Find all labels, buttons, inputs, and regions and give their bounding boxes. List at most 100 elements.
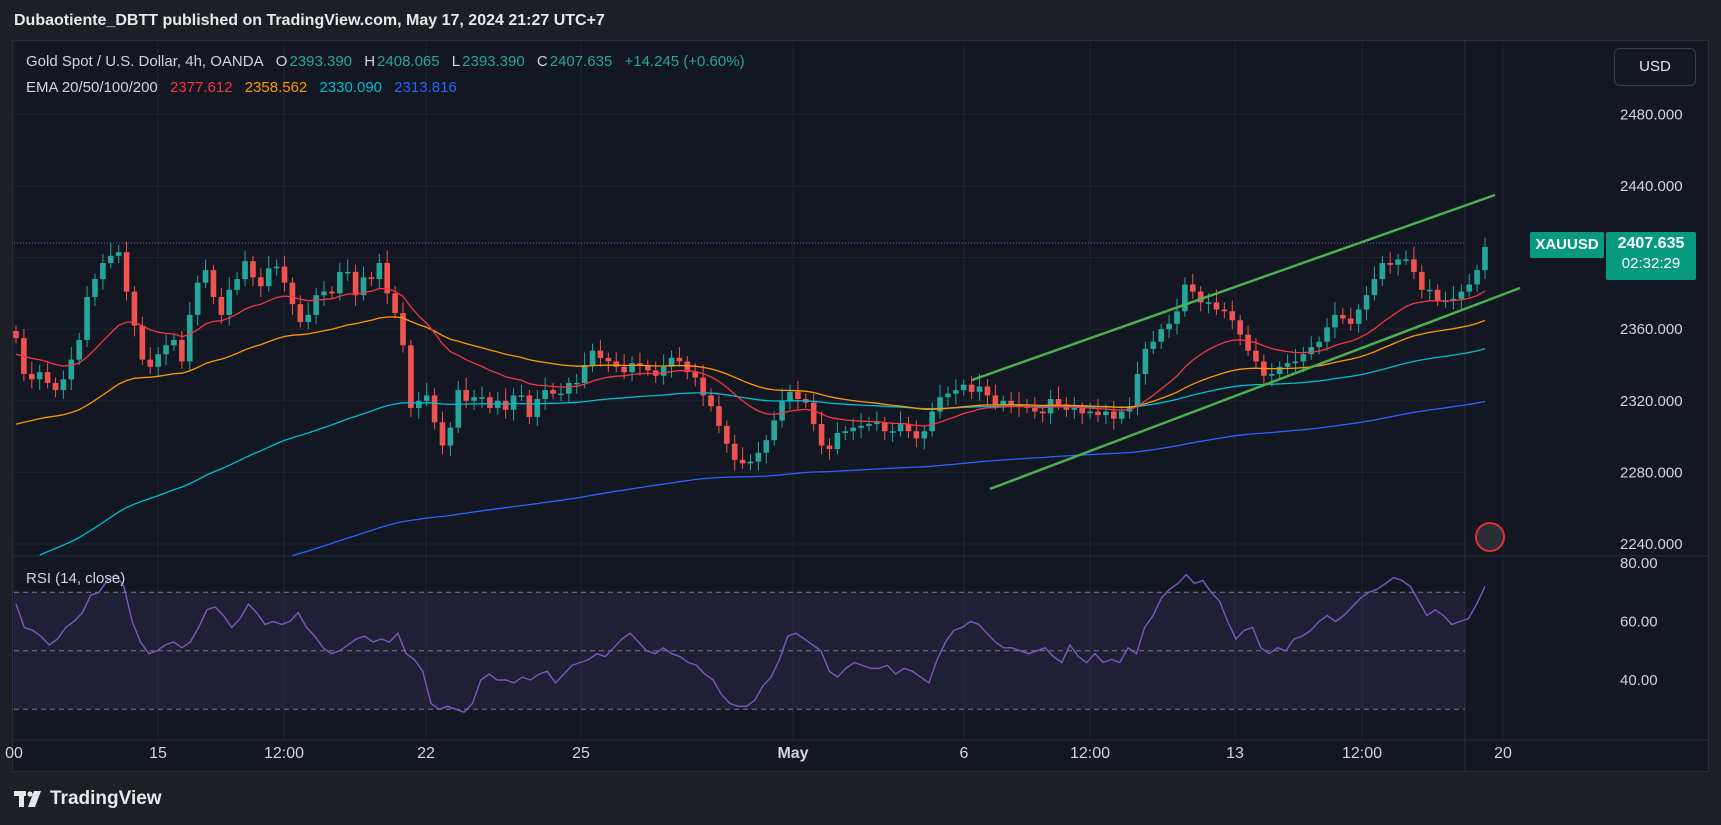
price-tick-label: 2360.000: [1620, 321, 1683, 338]
close-label: C: [536, 53, 548, 70]
candle-body: [68, 359, 75, 380]
candle-body: [566, 382, 572, 394]
candle-body: [60, 379, 67, 391]
candle-body: [953, 390, 959, 394]
rsi-line: [15, 573, 1486, 714]
candle-body: [1000, 400, 1007, 405]
us-flag-event-icon[interactable]: [1475, 522, 1505, 552]
candle-body: [471, 397, 477, 401]
candle-body: [881, 422, 888, 432]
candle-body: [258, 277, 264, 287]
candle-body: [281, 266, 288, 283]
candle-body: [589, 350, 596, 365]
candle-body: [329, 291, 335, 294]
ema-label: EMA 20/50/100/200: [26, 79, 158, 96]
candle-body: [1379, 262, 1386, 280]
candle-body: [376, 262, 383, 280]
candle-body: [155, 354, 161, 367]
ema200-line: [292, 400, 1486, 557]
candle-body: [1126, 406, 1133, 412]
candle-body: [1008, 400, 1014, 405]
candle-body: [1268, 373, 1275, 376]
candle-body: [123, 252, 130, 292]
symbol-title: Gold Spot / U.S. Dollar, 4h, OANDA: [26, 53, 264, 70]
time-tick-label: 15: [149, 745, 167, 762]
candle-body: [818, 424, 825, 446]
candle-body: [1111, 411, 1117, 419]
symbol-tag: XAUUSD: [1530, 232, 1604, 258]
candle-body: [945, 393, 951, 398]
chart-frame[interactable]: [12, 40, 1709, 772]
candle-body: [921, 431, 928, 439]
candle-body: [826, 445, 833, 450]
candle-body: [731, 443, 738, 460]
ema50-line: [15, 316, 1486, 425]
candle-body: [44, 372, 51, 383]
candle-body: [724, 425, 730, 444]
low-label: L: [451, 53, 461, 70]
candle-body: [605, 357, 612, 362]
candle-body: [573, 382, 580, 385]
candle-body: [645, 365, 651, 371]
candle-body: [1237, 320, 1243, 335]
candle-body: [787, 391, 793, 401]
candle-body: [700, 377, 706, 396]
candle-body: [1032, 407, 1038, 412]
candle-body: [676, 357, 683, 362]
candle-body: [810, 402, 817, 425]
candle-body: [1150, 341, 1157, 349]
candle-body: [1134, 373, 1141, 407]
open-label: O: [275, 53, 288, 70]
candle-body: [905, 424, 912, 432]
candle-body: [1166, 323, 1172, 330]
candle-body: [1395, 259, 1401, 265]
candle-body: [321, 291, 327, 296]
candle-body: [455, 390, 462, 428]
candle-body: [1419, 271, 1425, 290]
candle-body: [265, 268, 272, 287]
candle-body: [1245, 334, 1251, 351]
ema100-value: 2330.090: [319, 79, 383, 96]
time-tick-label: 13: [1226, 745, 1244, 762]
candle-body: [84, 296, 90, 340]
candle-body: [352, 271, 359, 296]
change-value: +14.245 (+0.60%): [624, 53, 745, 70]
candle-body: [1316, 341, 1322, 348]
candle-body: [234, 279, 240, 290]
candle-body: [613, 361, 620, 367]
price-tick-label: 2280.000: [1620, 464, 1683, 481]
time-tick-label: 00: [5, 745, 23, 762]
candle-body: [52, 382, 59, 391]
candle-body: [763, 440, 770, 453]
candle-body: [1371, 279, 1378, 296]
candle-body: [897, 424, 904, 432]
ema20-line: [15, 287, 1486, 427]
candle-body: [597, 350, 604, 358]
candle-body: [629, 363, 635, 373]
candle-body: [1182, 284, 1188, 312]
candle-body: [779, 400, 785, 421]
time-tick-label: May: [777, 745, 808, 762]
candle-body: [1482, 246, 1488, 271]
price-tick-label: 2440.000: [1620, 178, 1683, 195]
candle-body: [463, 390, 469, 401]
tradingview-logo-icon: [14, 791, 41, 807]
close-value: 2407.635: [549, 53, 613, 70]
candle-body: [1276, 366, 1283, 374]
ohlc-legend: Gold Spot / U.S. Dollar, 4h, OANDA O 2393…: [26, 53, 747, 70]
candle-body: [1434, 289, 1441, 301]
currency-button[interactable]: USD: [1614, 48, 1696, 86]
candle-body: [637, 363, 643, 365]
candle-body: [866, 424, 872, 426]
candle-body: [739, 459, 746, 464]
time-tick-label: 12:00: [264, 745, 304, 762]
candle-body: [107, 255, 114, 263]
ema-legend: EMA 20/50/100/200 2377.612 2358.562 2330…: [26, 79, 459, 96]
candle-body: [1387, 262, 1394, 265]
candle-body: [984, 386, 991, 396]
candle-body: [408, 345, 414, 408]
candle-body: [202, 270, 209, 283]
candle-body: [708, 395, 714, 407]
candle-body: [1363, 295, 1370, 310]
